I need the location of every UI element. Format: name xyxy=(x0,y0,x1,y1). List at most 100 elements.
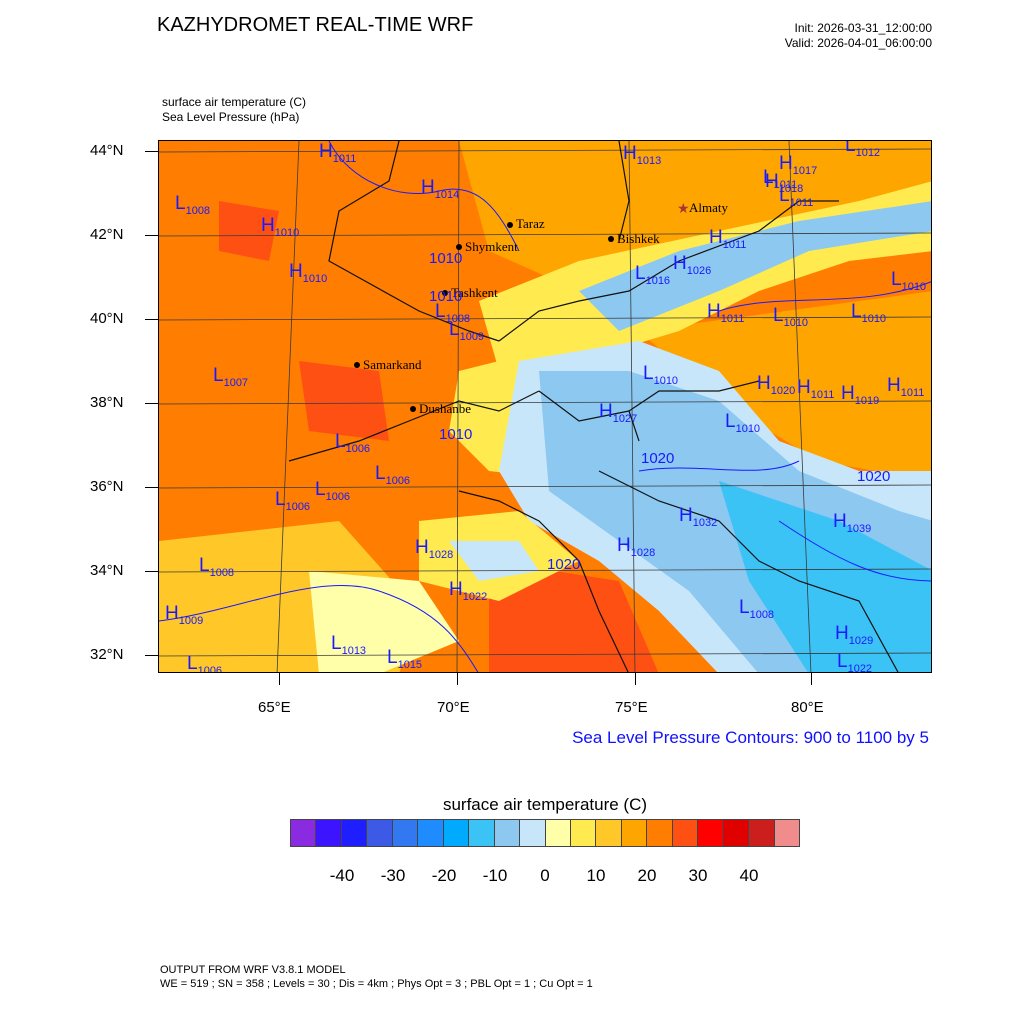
colorbar-swatch xyxy=(596,820,622,846)
colorbar-swatch xyxy=(520,820,546,846)
pressure-value: 1008 xyxy=(186,205,210,217)
pressure-value: 1006 xyxy=(326,491,350,503)
contour-label: 1020 xyxy=(641,450,674,467)
pressure-value: 1015 xyxy=(398,659,422,671)
contour-label: 1010 xyxy=(429,250,462,267)
contour-label: 1020 xyxy=(547,556,580,573)
city-label: Almaty xyxy=(689,200,728,215)
city-taraz[interactable]: Taraz xyxy=(507,216,545,231)
pressure-value: 1006 xyxy=(198,665,222,673)
footer-model: OUTPUT FROM WRF V3.8.1 MODEL xyxy=(160,964,346,976)
colorbar-label: -30 xyxy=(380,866,406,885)
colorbar-swatch xyxy=(392,820,419,846)
pressure-contours xyxy=(159,141,931,672)
lon-tick xyxy=(635,673,636,685)
city-label: Taraz xyxy=(516,216,545,231)
graticule xyxy=(159,141,931,672)
pressure-value: 1022 xyxy=(848,663,872,673)
colorbar-swatch xyxy=(367,820,393,846)
colorbar-label: 0 xyxy=(540,866,550,885)
init-time: Init: 2026-03-31_12:00:00 xyxy=(794,21,932,35)
city-dushanbe[interactable]: Dushanbe xyxy=(410,401,471,416)
colorbar-label: -20 xyxy=(431,866,457,885)
colorbar-swatch xyxy=(774,820,800,846)
colorbar-swatch xyxy=(545,820,571,846)
pressure-value: 1013 xyxy=(342,645,366,657)
lon-label-75: 75°E xyxy=(615,699,648,716)
city-label: Shymkent xyxy=(465,239,518,254)
pressure-value: 1011 xyxy=(333,153,357,165)
colorbar-swatch xyxy=(316,820,342,846)
lat-label-40: 40°N xyxy=(90,310,124,327)
pressure-value: 1027 xyxy=(613,413,637,425)
lon-label-70: 70°E xyxy=(437,699,470,716)
lat-tick xyxy=(145,487,158,488)
pressure-value: 1007 xyxy=(224,377,248,389)
pressure-value: 1018 xyxy=(779,183,803,195)
pressure-value: 1028 xyxy=(429,549,453,561)
pressure-value: 1011 xyxy=(901,387,925,399)
city-samarkand[interactable]: Samarkand xyxy=(354,357,422,372)
pressure-value: 1010 xyxy=(862,313,886,325)
pressure-value: 1010 xyxy=(902,281,926,293)
star-icon: ★ xyxy=(677,200,690,216)
country-borders xyxy=(288,141,899,672)
pressure-value: 1010 xyxy=(275,227,299,239)
city-tashkent[interactable]: Tashkent xyxy=(442,285,498,300)
lat-tick xyxy=(145,403,158,404)
lat-label-38: 38°N xyxy=(90,394,124,411)
colorbar-swatch xyxy=(749,820,775,846)
colorbar-label: 20 xyxy=(637,866,657,885)
hot-patch xyxy=(219,201,279,261)
lat-tick xyxy=(145,655,158,656)
pressure-value: 1006 xyxy=(386,475,410,487)
pressure-value: 1008 xyxy=(210,567,234,579)
tibet-cold xyxy=(719,481,931,672)
colorbar-swatch xyxy=(570,820,597,846)
colorbar-swatch xyxy=(723,820,750,846)
city-dot xyxy=(442,290,448,296)
pressure-value: 1011 xyxy=(811,389,835,401)
pressure-value: 1010 xyxy=(654,375,678,387)
city-dot xyxy=(456,244,462,250)
city-label: Samarkand xyxy=(363,357,422,372)
city-bishkek[interactable]: Bishkek xyxy=(608,231,660,246)
colorbar-title: surface air temperature (C) xyxy=(442,795,648,814)
hot-lowland xyxy=(489,561,659,672)
footer-config: WE = 519 ; SN = 358 ; Levels = 30 ; Dis … xyxy=(160,978,593,990)
pressure-value: 1008 xyxy=(446,313,470,325)
lat-tick xyxy=(145,571,158,572)
colorbar-label: -40 xyxy=(329,866,355,885)
colorbar-swatch xyxy=(341,820,368,846)
lon-tick xyxy=(279,673,280,685)
high-pressure-center: H1017 xyxy=(779,153,817,177)
city-almaty[interactable]: ★ Almaty xyxy=(677,200,728,216)
lon-label-80: 80°E xyxy=(791,699,824,716)
temperature-pressure-map[interactable]: ★ Almaty Taraz Shymkent Bishkek Tashkent… xyxy=(158,140,932,673)
valid-time: Valid: 2026-04-01_06:00:00 xyxy=(784,36,932,50)
map-canvas: ★ Almaty Taraz Shymkent Bishkek Tashkent… xyxy=(159,141,931,673)
lon-label-65: 65°E xyxy=(258,699,291,716)
lon-tick xyxy=(811,673,812,685)
lat-tick xyxy=(145,319,158,320)
plot-title: KAZHYDROMET REAL-TIME WRF xyxy=(157,14,474,36)
pressure-value: 1032 xyxy=(693,517,717,529)
pressure-value: 1026 xyxy=(687,265,711,277)
pressure-value: 1012 xyxy=(856,147,880,159)
colorbar-swatch xyxy=(621,820,648,846)
contour-labels: 1010 1010 1010 1020 1020 1020 xyxy=(429,250,890,573)
colorbar-swatch xyxy=(418,820,444,846)
pressure-value: 1011 xyxy=(774,179,798,191)
low-pressure-center: L1011 xyxy=(779,185,813,209)
city-label: Dushanbe xyxy=(419,401,471,416)
city-shymkent[interactable]: Shymkent xyxy=(456,239,518,254)
pressure-value: 1020 xyxy=(771,385,795,397)
city-label: Bishkek xyxy=(617,231,660,246)
colorbar-swatch xyxy=(698,820,724,846)
colorbar-swatch xyxy=(647,820,673,846)
contour-label: 1020 xyxy=(857,468,890,485)
pressure-value: 1014 xyxy=(435,189,459,201)
colorbar-swatch xyxy=(672,820,699,846)
pressure-value: 1008 xyxy=(750,609,774,621)
south-west-plateau xyxy=(309,571,459,672)
